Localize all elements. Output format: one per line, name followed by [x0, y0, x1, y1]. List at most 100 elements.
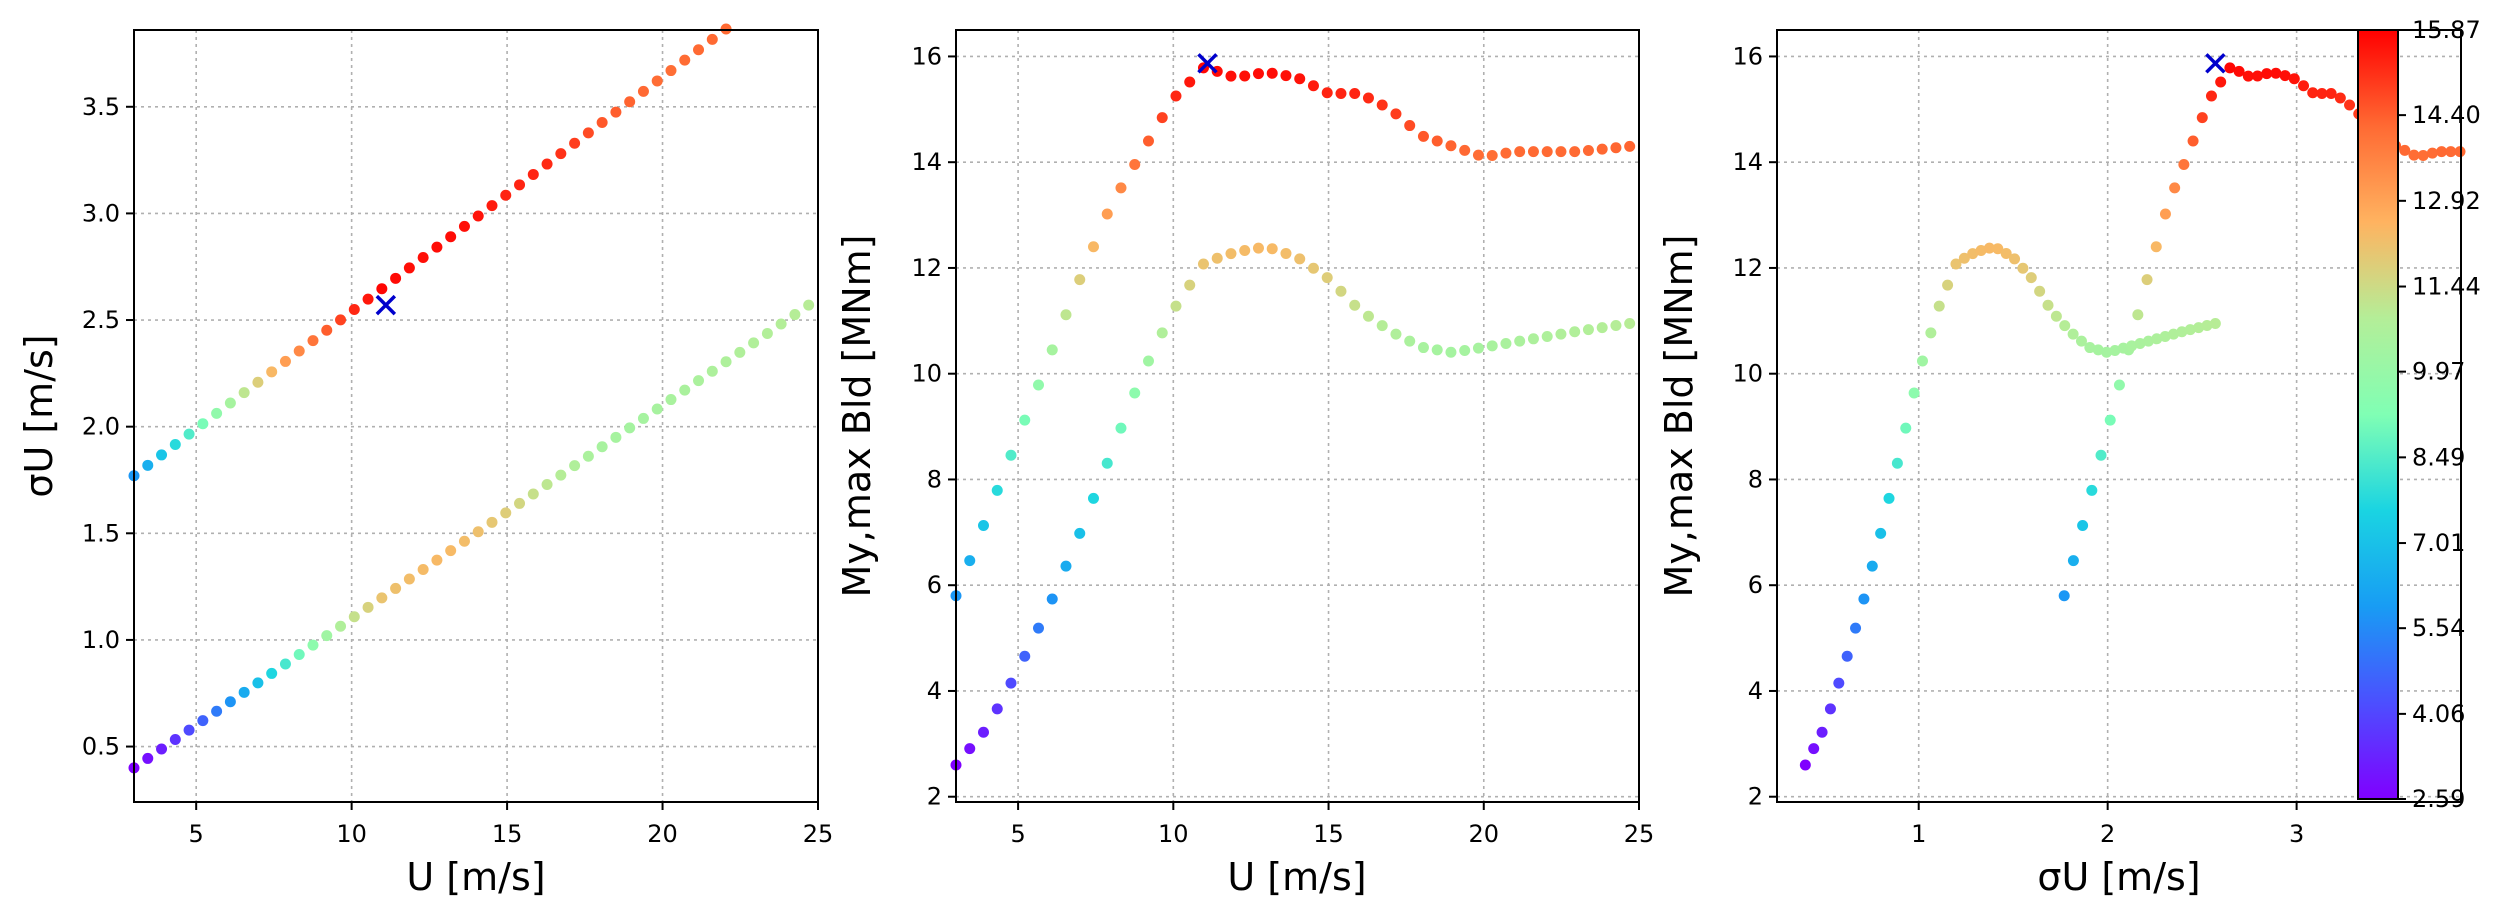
p3-point-upper-14: [2187, 135, 2199, 147]
p3-point-lower-31: [2059, 320, 2071, 332]
p1-point-lower-30: [541, 479, 553, 491]
p3-ytick-2: 6: [1748, 571, 1763, 599]
p1-point-lower-24: [458, 535, 470, 547]
p2-point-lower-43: [1541, 330, 1553, 342]
p1-point-lower-6: [211, 705, 223, 717]
p3-point-upper-26: [2298, 80, 2310, 92]
p1-point-lower-9: [252, 677, 264, 689]
cbar-tick-9: 2.59: [2412, 785, 2465, 813]
p2-point-upper-2: [977, 520, 989, 532]
p1-point-upper-30: [541, 158, 553, 170]
p2-point-lower-49: [1624, 317, 1636, 329]
p2-point-upper-7: [1046, 344, 1058, 356]
p2-point-upper-28: [1335, 87, 1347, 99]
p2-point-lower-14: [1142, 355, 1154, 367]
p2-point-lower-1: [964, 743, 976, 755]
p3-point-lower-2: [1816, 726, 1828, 738]
p2-point-upper-34: [1417, 130, 1429, 142]
p3-point-upper-13: [2178, 158, 2190, 170]
p3-point-upper-16: [2205, 90, 2217, 102]
p2-point-lower-22: [1252, 242, 1264, 254]
p2-point-upper-5: [1019, 414, 1031, 426]
p3-point-lower-32: [2067, 328, 2079, 340]
p1-point-lower-28: [514, 497, 526, 509]
p2-point-lower-11: [1101, 457, 1113, 469]
p2-point-lower-30: [1362, 310, 1374, 322]
p3-ytick-7: 16: [1732, 42, 1763, 70]
p1-point-upper-9: [252, 376, 264, 388]
p2-point-lower-9: [1074, 527, 1086, 539]
p2-xtick-2: 15: [1313, 820, 1344, 848]
p1-point-upper-7: [224, 397, 236, 409]
p3-ytick-6: 14: [1732, 148, 1763, 176]
p3-frame: [1776, 29, 2462, 803]
p3-point-lower-48: [2201, 320, 2213, 332]
p2-point-lower-46: [1582, 324, 1594, 336]
p3-point-upper-39: [2417, 149, 2429, 161]
p2-point-lower-48: [1610, 320, 1622, 332]
p3-max-marker: [2205, 53, 2226, 74]
p2-ytick-2: 6: [927, 571, 942, 599]
p2-point-lower-19: [1211, 252, 1223, 264]
p1-point-lower-18: [376, 592, 388, 604]
colorbar-gradient: [2357, 29, 2399, 800]
p1-point-upper-18: [376, 283, 388, 295]
p1-point-lower-25: [472, 526, 484, 538]
p1-xtick-0: 5: [189, 820, 204, 848]
p1-point-upper-32: [569, 137, 581, 149]
p2-points: [950, 53, 1636, 771]
p1-point-lower-3: [169, 734, 181, 746]
p2-point-lower-17: [1184, 279, 1196, 291]
p1-point-lower-10: [266, 667, 278, 679]
p1-point-lower-43: [720, 356, 732, 368]
p2-point-upper-11: [1101, 208, 1113, 220]
p1-point-upper-2: [156, 449, 168, 461]
p1-point-lower-8: [238, 686, 250, 698]
p3-point-lower-1: [1808, 743, 1820, 755]
p3-ytick-1: 4: [1748, 677, 1763, 705]
p1-point-lower-12: [293, 649, 305, 661]
p2-ytick-1: 4: [927, 677, 942, 705]
p3-point-lower-19: [1958, 252, 1970, 264]
p3-point-lower-22: [1983, 242, 1995, 254]
p2-xtick-0: 5: [1010, 820, 1025, 848]
p2-point-upper-30: [1362, 92, 1374, 104]
p3-point-lower-38: [2117, 342, 2129, 354]
p1-point-upper-42: [706, 33, 718, 45]
p3-point-lower-7: [1858, 593, 1870, 605]
p1-point-upper-5: [197, 418, 209, 430]
p2-point-upper-6: [1032, 379, 1044, 391]
p2-point-upper-10: [1087, 241, 1099, 253]
p3-point-upper-20: [2242, 70, 2254, 82]
p2-point-lower-35: [1431, 344, 1443, 356]
p1-point-upper-21: [417, 252, 429, 264]
p1-point-upper-19: [390, 272, 402, 284]
p1-xtick-2: 15: [492, 820, 523, 848]
p2-point-lower-29: [1349, 299, 1361, 311]
p2-point-upper-14: [1142, 135, 1154, 147]
p1-point-lower-20: [403, 573, 415, 585]
p1-point-upper-40: [679, 54, 691, 66]
p2-point-upper-13: [1129, 158, 1141, 170]
p1-point-lower-4: [183, 724, 195, 736]
p3-point-lower-33: [2075, 335, 2087, 347]
p3-point-upper-42: [2445, 146, 2457, 158]
p2-point-upper-12: [1115, 182, 1127, 194]
p2-point-upper-41: [1514, 146, 1526, 158]
p3-point-lower-43: [2159, 330, 2171, 342]
p2-point-lower-40: [1500, 337, 1512, 349]
p1-max-marker: [375, 294, 397, 316]
p1-point-lower-16: [348, 611, 360, 623]
p3-point-upper-22: [2261, 68, 2273, 80]
p3-point-upper-17: [2215, 76, 2227, 88]
p3-point-lower-21: [1975, 244, 1987, 256]
p2-point-lower-25: [1294, 253, 1306, 265]
p3-point-lower-11: [1891, 457, 1903, 469]
p1-point-lower-29: [527, 488, 539, 500]
cbar-tick-3: 11.44: [2412, 273, 2481, 301]
p2-point-upper-26: [1307, 80, 1319, 92]
p3-point-lower-10: [1883, 492, 1895, 504]
p1-point-lower-11: [279, 658, 291, 670]
p1-point-lower-45: [748, 337, 760, 349]
